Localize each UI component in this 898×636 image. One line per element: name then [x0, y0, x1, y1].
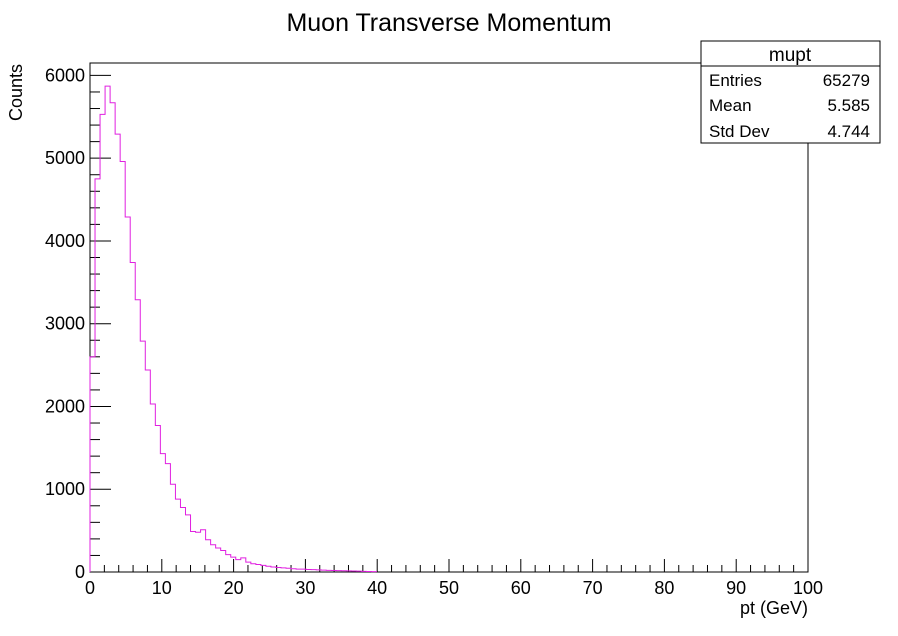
x-tick-labels: 0 10 20 30 40 50 60 70 80 90 100: [85, 578, 823, 598]
y-tick-label: 4000: [45, 231, 85, 251]
histogram-bin: [221, 550, 226, 572]
y-tick-label: 5000: [45, 148, 85, 168]
histogram-outline: [89, 85, 377, 573]
y-tick-labels: 0 1000 2000 3000 4000 5000 6000: [45, 65, 85, 582]
y-tick-label: 0: [75, 562, 85, 582]
histogram-bin: [266, 566, 271, 572]
plot-frame: [89, 62, 809, 573]
stats-mean-label: Mean: [709, 96, 752, 115]
chart-title: Muon Transverse Momentum: [286, 9, 611, 37]
stats-entries-label: Entries: [709, 71, 762, 90]
histogram-bin: [236, 560, 241, 572]
x-tick-label: 20: [224, 578, 244, 598]
histogram-bin: [100, 114, 105, 572]
histogram-bin: [191, 531, 196, 572]
histogram-bin: [115, 134, 120, 572]
x-tick-label: 60: [511, 578, 531, 598]
histogram-bin: [180, 507, 185, 572]
axis-ticks: [89, 74, 809, 573]
histogram-bin: [105, 86, 110, 572]
y-tick-label: 3000: [45, 314, 85, 334]
x-tick-label: 100: [793, 578, 823, 598]
x-tick-label: 40: [367, 578, 387, 598]
y-tick-label: 6000: [45, 65, 85, 85]
stats-stddev-label: Std Dev: [709, 122, 770, 141]
x-tick-label: 70: [583, 578, 603, 598]
histogram-bin: [150, 404, 155, 572]
stats-box-frame: [700, 40, 881, 144]
histogram-bin: [211, 545, 216, 572]
x-tick-label: 10: [152, 578, 172, 598]
stats-box: mupt Entries 65279 Mean 5.585 Std Dev 4.…: [700, 40, 881, 144]
histogram-bin: [165, 464, 170, 572]
histogram-bin: [175, 499, 180, 572]
x-tick-label: 0: [85, 578, 95, 598]
histogram-bin: [256, 565, 261, 572]
histogram-bins: [90, 86, 376, 572]
histogram-bin: [95, 179, 100, 572]
histogram-bin: [286, 568, 291, 572]
x-tick-label: 90: [726, 578, 746, 598]
histogram-bin: [120, 161, 125, 572]
stats-mean-value: 5.585: [827, 96, 870, 115]
histogram-bin: [155, 426, 160, 572]
histogram-bin: [170, 484, 175, 572]
histogram-bin: [226, 555, 231, 572]
x-tick-label: 80: [654, 578, 674, 598]
x-axis-label: pt (GeV): [740, 598, 808, 618]
y-tick-label: 2000: [45, 396, 85, 416]
y-tick-label: 1000: [45, 479, 85, 499]
histogram-bin: [196, 532, 201, 572]
histogram-bin: [185, 515, 190, 572]
stats-box-title: mupt: [769, 45, 812, 66]
histogram-bin: [216, 548, 221, 572]
histogram-bin: [241, 558, 246, 572]
histogram-bin: [271, 567, 276, 572]
histogram-bin: [281, 568, 286, 572]
x-tick-label: 30: [295, 578, 315, 598]
histogram-bin: [140, 341, 145, 572]
histogram-bin: [130, 262, 135, 572]
histogram-bin: [206, 540, 211, 572]
histogram-bin: [125, 217, 130, 572]
histogram-bin: [145, 370, 150, 572]
histogram-bin: [110, 103, 115, 572]
histogram-bin: [135, 300, 140, 572]
x-tick-label: 50: [439, 578, 459, 598]
stats-stddev-value: 4.744: [827, 122, 870, 141]
histogram-bin: [90, 357, 95, 572]
y-axis-label: Counts: [6, 64, 26, 121]
stats-entries-value: 65279: [823, 71, 870, 90]
histogram-bin: [160, 454, 165, 572]
histogram-bin: [251, 564, 256, 572]
histogram-bin: [261, 565, 266, 572]
